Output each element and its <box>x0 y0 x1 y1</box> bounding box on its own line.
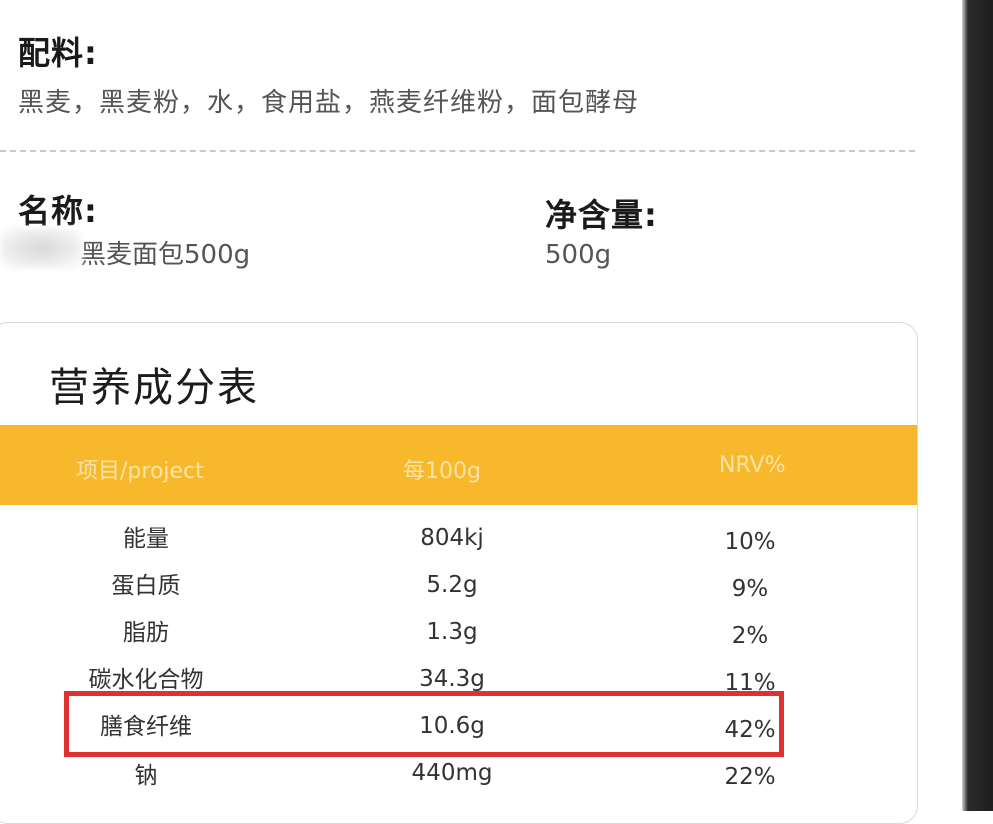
ingredients-value: 黑麦，黑麦粉，水，食用盐，燕麦纤维粉，面包酵母 <box>18 88 640 118</box>
row-per100g: 34.3g <box>419 666 485 692</box>
header-item: 项目/project <box>76 459 204 484</box>
blurred-brand-patch <box>0 228 82 268</box>
row-nrv: 22% <box>724 764 776 790</box>
row-per100g: 10.6g <box>419 713 485 739</box>
row-name: 碳水化合物 <box>88 667 204 693</box>
nutrition-table-title: 营养成分表 <box>49 365 259 411</box>
row-nrv: 10% <box>724 529 776 555</box>
row-nrv: 2% <box>731 623 769 649</box>
row-per100g: 440mg <box>411 760 493 786</box>
net-content-value: 500g <box>545 240 612 270</box>
ingredients-label: 配料: <box>18 34 98 72</box>
row-name: 钠 <box>134 763 158 789</box>
net-content-label: 净含量: <box>545 196 658 234</box>
row-nrv: 42% <box>724 717 776 743</box>
row-name: 能量 <box>123 526 169 552</box>
product-name-label: 名称: <box>18 192 98 230</box>
row-nrv: 9% <box>731 576 769 602</box>
nutrition-table-header: 项目/project 每100g NRV% <box>0 425 917 505</box>
dashed-divider <box>0 150 915 152</box>
dietary-fiber-highlight-box <box>64 691 784 757</box>
row-per100g: 5.2g <box>426 572 478 598</box>
row-per100g: 1.3g <box>426 619 478 645</box>
header-per100g: 每100g <box>403 459 481 484</box>
nutrition-table-card: 营养成分表 项目/project 每100g NRV% <box>0 322 918 824</box>
product-name-value: 黑麦面包500g <box>80 240 251 270</box>
header-nrv: NRV% <box>719 453 786 478</box>
row-per100g: 804kj <box>420 525 484 551</box>
background-edge-strip <box>962 0 993 811</box>
row-name: 膳食纤维 <box>100 714 192 740</box>
row-name: 脂肪 <box>123 620 169 646</box>
row-name: 蛋白质 <box>111 573 181 599</box>
